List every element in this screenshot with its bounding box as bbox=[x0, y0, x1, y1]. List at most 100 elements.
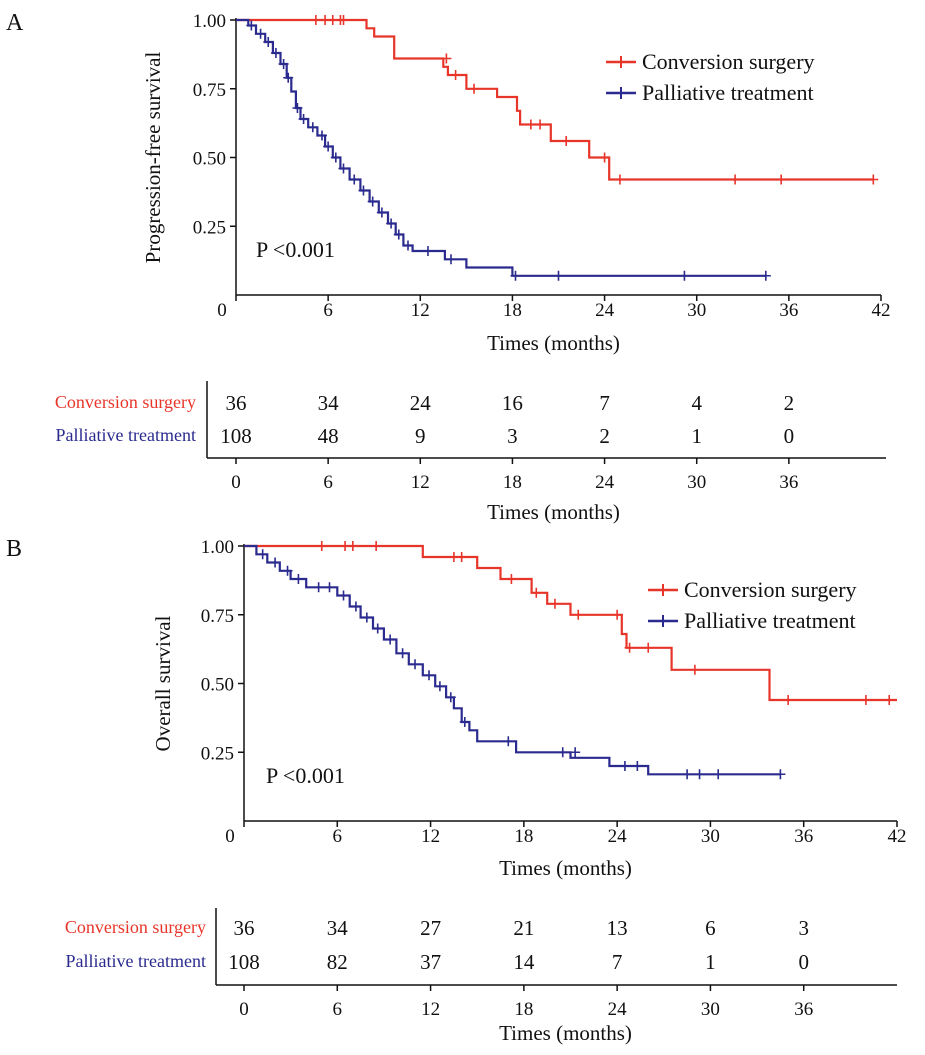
x-tick-label: 12 bbox=[411, 300, 430, 321]
censor-mark bbox=[270, 48, 281, 58]
risk-count: 34 bbox=[318, 391, 340, 415]
censor-mark bbox=[338, 590, 349, 601]
x-axis-title: Times (months) bbox=[487, 331, 620, 355]
censor-mark bbox=[689, 664, 700, 675]
censor-mark bbox=[775, 769, 786, 780]
y-tick-label: 1.00 bbox=[193, 11, 226, 32]
y-axis-title: Progression-free survival bbox=[141, 51, 165, 263]
legend-label: Conversion surgery bbox=[684, 577, 857, 602]
risk-count: 37 bbox=[420, 950, 441, 974]
censor-mark bbox=[553, 270, 564, 281]
risk-row-label-conversion: Conversion surgery bbox=[55, 392, 196, 412]
censor-mark bbox=[338, 15, 349, 25]
p-value-annotation: P <0.001 bbox=[256, 237, 335, 262]
risk-time-label: 0 bbox=[239, 999, 249, 1020]
risk-count: 0 bbox=[784, 424, 795, 448]
censor-mark bbox=[694, 769, 705, 780]
risk-count: 36 bbox=[234, 916, 255, 940]
censor-mark bbox=[446, 254, 456, 265]
censor-mark bbox=[682, 769, 693, 780]
risk-time-label: 18 bbox=[503, 472, 522, 493]
censor-mark bbox=[549, 598, 560, 609]
censor-mark bbox=[510, 270, 521, 281]
censor-mark bbox=[557, 747, 568, 758]
risk-count: 24 bbox=[410, 391, 432, 415]
risk-time-label: 36 bbox=[794, 999, 813, 1020]
censor-mark bbox=[338, 163, 349, 174]
risk-count: 7 bbox=[612, 950, 623, 974]
p-value-annotation: P <0.001 bbox=[266, 763, 345, 788]
censor-mark bbox=[376, 207, 387, 218]
risk-time-label: 0 bbox=[231, 472, 241, 493]
censor-mark bbox=[506, 574, 517, 584]
censor-mark bbox=[760, 270, 771, 281]
censor-mark bbox=[612, 609, 623, 620]
x-tick-label: 30 bbox=[687, 300, 706, 321]
censor-mark bbox=[350, 601, 361, 612]
risk-time-label: 30 bbox=[687, 472, 706, 493]
risk-time-label: 18 bbox=[514, 999, 533, 1020]
censor-mark bbox=[298, 114, 309, 124]
km-curve-conversion bbox=[236, 18, 874, 181]
panel-letter: A bbox=[6, 10, 24, 36]
risk-count: 0 bbox=[798, 950, 809, 974]
y-tick-label: 0.25 bbox=[201, 743, 234, 764]
censor-mark bbox=[283, 72, 294, 83]
x-tick-label: 42 bbox=[888, 826, 907, 847]
censor-mark bbox=[783, 695, 794, 705]
risk-x-axis-title: Times (months) bbox=[487, 500, 620, 524]
censor-mark bbox=[367, 196, 378, 207]
censor-mark bbox=[323, 141, 334, 152]
risk-x-axis-title: Times (months) bbox=[499, 1021, 632, 1045]
y-tick-label: 0.25 bbox=[193, 217, 226, 238]
y-tick-label: 0.75 bbox=[201, 606, 234, 627]
censor-mark bbox=[393, 229, 404, 240]
censor-mark bbox=[422, 246, 433, 256]
censor-mark bbox=[441, 53, 452, 64]
censor-mark bbox=[624, 642, 635, 653]
risk-count: 1 bbox=[705, 950, 716, 974]
censor-mark bbox=[776, 174, 787, 185]
risk-time-label: 24 bbox=[595, 472, 615, 493]
x-tick-label: 30 bbox=[701, 826, 720, 847]
censor-mark bbox=[619, 761, 630, 771]
censor-mark bbox=[643, 642, 654, 653]
censor-mark bbox=[570, 747, 581, 758]
censor-mark bbox=[347, 541, 358, 551]
censor-mark bbox=[614, 174, 625, 185]
censor-mark bbox=[531, 587, 542, 598]
censor-mark bbox=[307, 122, 318, 133]
censor-mark bbox=[632, 761, 643, 771]
x-tick-label: 0 bbox=[225, 826, 235, 847]
censor-mark bbox=[317, 130, 327, 141]
legend-label: Conversion surgery bbox=[642, 49, 815, 74]
risk-count: 1 bbox=[691, 424, 702, 448]
censor-mark bbox=[349, 174, 360, 185]
censor-mark bbox=[573, 609, 584, 620]
x-tick-label: 18 bbox=[503, 300, 522, 321]
x-tick-label: 18 bbox=[514, 826, 533, 847]
censor-mark bbox=[385, 634, 396, 645]
risk-time-label: 30 bbox=[701, 999, 720, 1020]
panel-letter: B bbox=[6, 536, 22, 562]
risk-count: 21 bbox=[513, 916, 534, 940]
x-tick-label: 36 bbox=[794, 826, 813, 847]
km-curve-conversion bbox=[244, 544, 897, 702]
x-tick-label: 24 bbox=[608, 826, 628, 847]
censor-mark bbox=[868, 174, 879, 185]
risk-count: 108 bbox=[220, 424, 252, 448]
risk-count: 108 bbox=[228, 950, 260, 974]
risk-count: 13 bbox=[607, 916, 628, 940]
risk-count: 9 bbox=[415, 424, 426, 448]
censor-mark bbox=[371, 541, 382, 551]
censor-mark bbox=[292, 103, 303, 113]
censor-mark bbox=[313, 582, 324, 593]
censor-mark bbox=[424, 670, 435, 681]
censor-mark bbox=[397, 648, 408, 659]
censor-mark bbox=[324, 582, 335, 593]
risk-count: 4 bbox=[691, 391, 702, 415]
y-tick-label: 0.50 bbox=[201, 675, 234, 696]
risk-count: 6 bbox=[705, 916, 716, 940]
risk-count: 7 bbox=[599, 391, 610, 415]
